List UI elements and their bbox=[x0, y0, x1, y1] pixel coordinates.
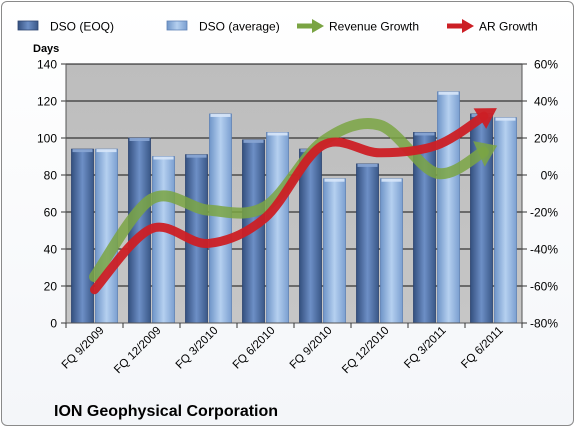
bar-dso-average-top bbox=[267, 132, 288, 136]
bars bbox=[71, 91, 517, 324]
bar-dso-eoq-top bbox=[186, 154, 207, 158]
legend-label: DSO (average) bbox=[199, 20, 280, 34]
legend-swatch bbox=[166, 20, 188, 31]
y2-tick-label: 20% bbox=[534, 132, 558, 146]
bar-dso-eoq bbox=[299, 148, 322, 324]
bar-dso-average-top bbox=[438, 91, 459, 95]
legend-arrow-icon bbox=[462, 19, 474, 33]
x-tick-label: FQ 12/2009 bbox=[112, 325, 163, 376]
bar-dso-average bbox=[380, 178, 403, 324]
growth-lines bbox=[89, 108, 498, 295]
y-tick-label: 40 bbox=[44, 243, 58, 257]
bar-dso-average bbox=[494, 117, 517, 324]
bar-dso-eoq-top bbox=[243, 139, 264, 143]
bar-dso-average bbox=[437, 91, 460, 324]
y-tick-label: 100 bbox=[37, 132, 57, 146]
chart-title: ION Geophysical Corporation bbox=[54, 403, 278, 420]
bar-dso-average-top bbox=[381, 178, 402, 182]
bar-dso-average bbox=[152, 156, 175, 324]
x-tick-label: FQ 3/2010 bbox=[174, 325, 221, 372]
bar-dso-average-top bbox=[153, 156, 174, 160]
x-tick-label: FQ 9/2010 bbox=[288, 325, 335, 372]
legend-swatch bbox=[17, 20, 39, 31]
x-tick-label: FQ 3/2011 bbox=[402, 325, 448, 371]
revenue-growth-arrowhead bbox=[473, 141, 498, 167]
bar-dso-average bbox=[209, 113, 232, 324]
bar-dso-eoq-top bbox=[357, 163, 378, 167]
bar-dso-average-top bbox=[495, 117, 516, 121]
ar-growth-line bbox=[90, 111, 489, 295]
y-tick-label: 60 bbox=[44, 206, 58, 220]
legend: DSO (EOQ) DSO (average) Revenue Growth AR G… bbox=[17, 19, 538, 34]
y-axis-left: 0 20 40 60 80 100 120 140 bbox=[37, 58, 67, 331]
bar-dso-average-top bbox=[324, 178, 345, 182]
x-tick-label: FQ 9/2009 bbox=[60, 325, 107, 372]
y-tick-label: 140 bbox=[37, 58, 57, 72]
legend-label: Revenue Growth bbox=[329, 20, 419, 34]
y-axis-right: -80% -60% -40% -20% 0% 20% 40% 60% bbox=[521, 58, 559, 331]
y-tick-label: 120 bbox=[37, 95, 57, 109]
bar-dso-eoq bbox=[71, 148, 94, 324]
x-axis: FQ 9/2009 FQ 12/2009 FQ 3/2010 FQ 6/2010 FQ … bbox=[60, 322, 523, 376]
bar-dso-average bbox=[266, 132, 289, 324]
bar-dso-average-top bbox=[210, 113, 231, 117]
y2-tick-label: -60% bbox=[530, 280, 558, 294]
bar-dso-average-top bbox=[96, 149, 117, 153]
bar-dso-average bbox=[323, 178, 346, 324]
legend-label: AR Growth bbox=[479, 20, 538, 34]
y-axis-title: Days bbox=[33, 43, 59, 55]
y2-tick-label: -20% bbox=[530, 206, 558, 220]
bar-dso-eoq-top bbox=[129, 138, 150, 141]
bar-dso-eoq-top bbox=[414, 132, 435, 136]
x-tick-label: FQ 6/2011 bbox=[459, 325, 505, 371]
y2-tick-label: -40% bbox=[530, 243, 558, 257]
y2-tick-label: 0% bbox=[541, 169, 559, 183]
x-tick-label: FQ 12/2010 bbox=[340, 325, 391, 376]
y2-tick-label: 60% bbox=[534, 58, 558, 72]
y2-tick-label: -80% bbox=[530, 317, 558, 331]
x-tick-label: FQ 6/2010 bbox=[231, 325, 278, 372]
y-tick-label: 0 bbox=[50, 317, 57, 331]
y-tick-label: 20 bbox=[44, 280, 58, 294]
legend-arrow-icon bbox=[312, 19, 324, 33]
bar-dso-eoq-top bbox=[72, 149, 93, 153]
ar-growth-arrowhead bbox=[473, 108, 497, 129]
y2-tick-label: 40% bbox=[534, 95, 558, 109]
y-tick-label: 80 bbox=[44, 169, 58, 183]
bar-dso-eoq bbox=[356, 163, 379, 324]
legend-label: DSO (EOQ) bbox=[50, 20, 114, 34]
